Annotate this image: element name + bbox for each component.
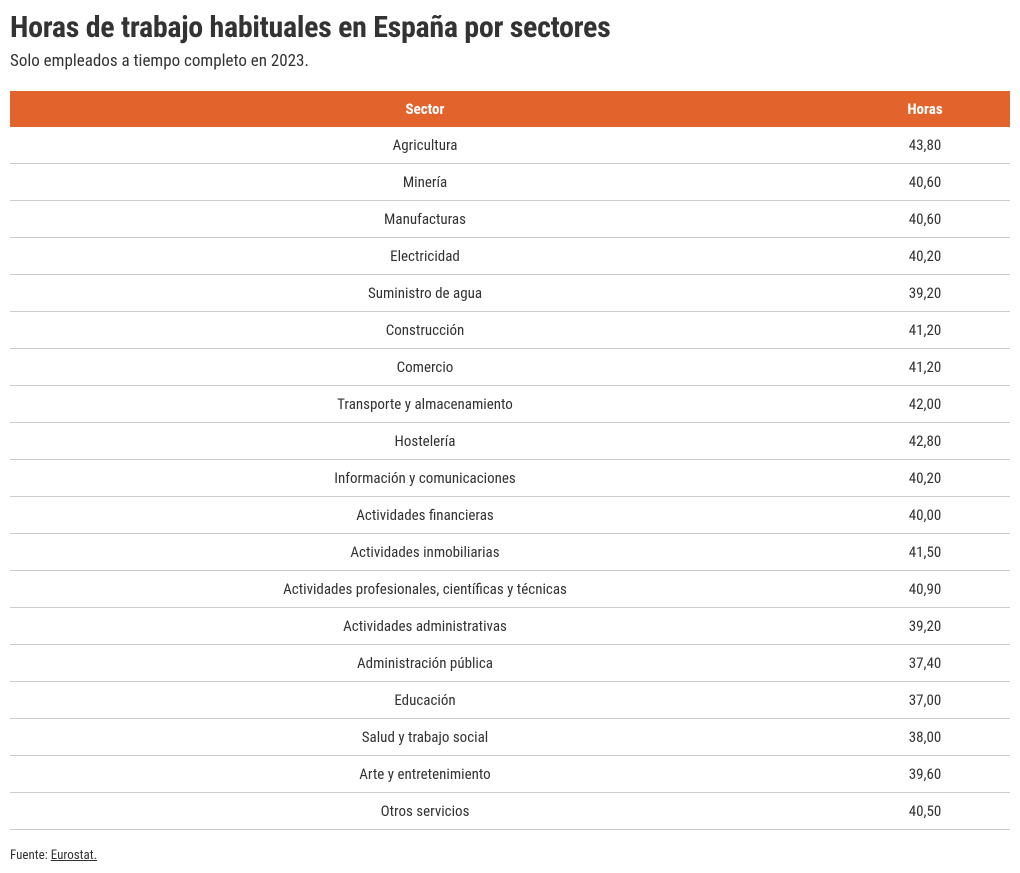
col-header-sector: Sector [10,91,840,127]
table-row: Educación37,00 [10,682,1010,719]
cell-horas: 40,60 [840,201,1010,238]
cell-sector: Hostelería [10,423,840,460]
table-row: Minería40,60 [10,164,1010,201]
cell-horas: 39,60 [840,756,1010,793]
cell-horas: 37,40 [840,645,1010,682]
table-row: Salud y trabajo social38,00 [10,719,1010,756]
cell-sector: Actividades administrativas [10,608,840,645]
table-row: Transporte y almacenamiento42,00 [10,386,1010,423]
table-row: Manufacturas40,60 [10,201,1010,238]
cell-horas: 38,00 [840,719,1010,756]
cell-sector: Minería [10,164,840,201]
cell-horas: 43,80 [840,127,1010,164]
cell-horas: 37,00 [840,682,1010,719]
table-header-row: Sector Horas [10,91,1010,127]
table-row: Electricidad40,20 [10,238,1010,275]
cell-horas: 41,20 [840,312,1010,349]
table-row: Suministro de agua39,20 [10,275,1010,312]
page-title: Horas de trabajo habituales en España po… [10,10,1010,45]
table-row: Hostelería42,80 [10,423,1010,460]
cell-sector: Actividades financieras [10,497,840,534]
table-row: Construcción41,20 [10,312,1010,349]
cell-sector: Administración pública [10,645,840,682]
cell-horas: 42,00 [840,386,1010,423]
table-row: Agricultura43,80 [10,127,1010,164]
source-line: Fuente: Eurostat. [10,848,1010,863]
table-row: Actividades profesionales, científicas y… [10,571,1010,608]
table-row: Actividades administrativas39,20 [10,608,1010,645]
cell-horas: 42,80 [840,423,1010,460]
cell-horas: 41,50 [840,534,1010,571]
table-row: Actividades inmobiliarias41,50 [10,534,1010,571]
cell-horas: 40,20 [840,238,1010,275]
cell-horas: 40,50 [840,793,1010,830]
table-row: Administración pública37,40 [10,645,1010,682]
source-link[interactable]: Eurostat. [51,848,97,863]
cell-sector: Manufacturas [10,201,840,238]
cell-sector: Construcción [10,312,840,349]
page-subtitle: Solo empleados a tiempo completo en 2023… [10,51,1010,71]
cell-sector: Electricidad [10,238,840,275]
col-header-horas: Horas [840,91,1010,127]
cell-sector: Suministro de agua [10,275,840,312]
table-row: Información y comunicaciones40,20 [10,460,1010,497]
table-body: Agricultura43,80 Minería40,60 Manufactur… [10,127,1010,830]
cell-sector: Transporte y almacenamiento [10,386,840,423]
cell-horas: 40,00 [840,497,1010,534]
cell-sector: Actividades inmobiliarias [10,534,840,571]
cell-sector: Arte y entretenimiento [10,756,840,793]
source-prefix: Fuente: [10,848,51,863]
cell-sector: Salud y trabajo social [10,719,840,756]
cell-sector: Información y comunicaciones [10,460,840,497]
table-row: Otros servicios40,50 [10,793,1010,830]
cell-horas: 40,90 [840,571,1010,608]
cell-sector: Comercio [10,349,840,386]
table-row: Actividades financieras40,00 [10,497,1010,534]
cell-horas: 41,20 [840,349,1010,386]
cell-sector: Agricultura [10,127,840,164]
cell-sector: Actividades profesionales, científicas y… [10,571,840,608]
hours-table: Sector Horas Agricultura43,80 Minería40,… [10,91,1010,830]
cell-horas: 40,20 [840,460,1010,497]
cell-sector: Otros servicios [10,793,840,830]
cell-horas: 39,20 [840,608,1010,645]
cell-horas: 39,20 [840,275,1010,312]
table-row: Arte y entretenimiento39,60 [10,756,1010,793]
cell-horas: 40,60 [840,164,1010,201]
table-row: Comercio41,20 [10,349,1010,386]
cell-sector: Educación [10,682,840,719]
